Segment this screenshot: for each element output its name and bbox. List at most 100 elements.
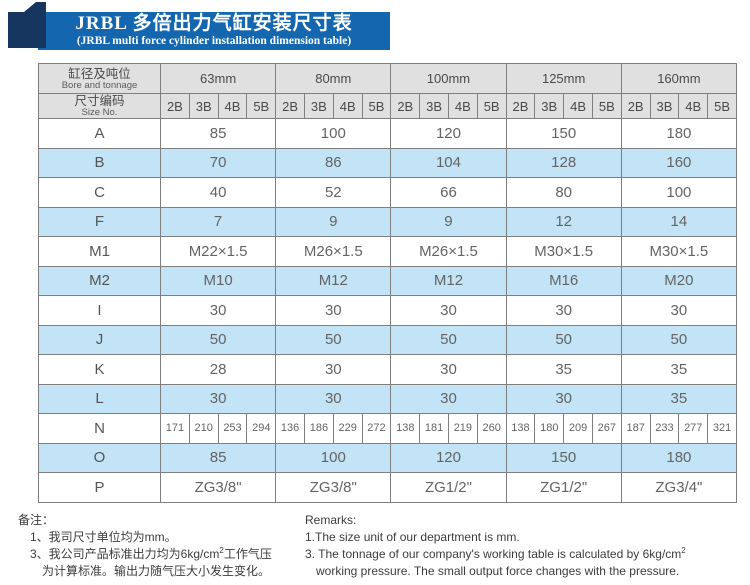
cell-O: 85: [159, 442, 277, 473]
group-header-125mm: 125mm: [505, 63, 622, 94]
row-label-K: K: [38, 354, 161, 385]
cell-M2: M12: [275, 265, 392, 296]
cell-N: 260: [476, 413, 507, 444]
cell-I: 30: [620, 295, 738, 326]
cell-I: 30: [159, 295, 277, 326]
cell-B: 104: [390, 147, 507, 178]
sub-header-3B: 3B: [419, 93, 449, 119]
table-row-B: B 70 86 104 128 160: [38, 147, 738, 178]
sub-header-4B: 4B: [332, 93, 363, 119]
superscript-2: 2: [681, 546, 686, 555]
remarks-en-note1: 1.The size unit of our department is mm.: [305, 530, 520, 544]
cell-C: 100: [620, 177, 738, 208]
row-label-O: O: [38, 442, 161, 473]
row-label-C: C: [38, 177, 161, 208]
row-label-J: J: [38, 324, 161, 355]
cell-M1: M26×1.5: [275, 236, 392, 267]
cell-M2: M20: [620, 265, 738, 296]
sub-header-4B: 4B: [678, 93, 709, 119]
cell-L: 30: [390, 383, 507, 414]
cell-O: 100: [275, 442, 392, 473]
cell-N: 138: [505, 413, 536, 444]
remarks-zh-note1: 1、我司尺寸单位均为mm。: [30, 530, 177, 544]
sub-header-2B: 2B: [505, 93, 536, 119]
cell-M1: M30×1.5: [620, 236, 738, 267]
cell-M1: M26×1.5: [390, 236, 507, 267]
cell-N: 294: [246, 413, 277, 444]
table-row-A: A 85 100 120 150 180: [38, 118, 738, 149]
table-row-O: O 85 100 120 150 180: [38, 442, 738, 473]
sub-header-2B: 2B: [620, 93, 651, 119]
cell-C: 52: [275, 177, 392, 208]
sub-header-5B: 5B: [476, 93, 507, 119]
cell-F: 9: [275, 206, 392, 237]
cell-P: ZG3/4": [620, 472, 738, 503]
row-label-F: F: [38, 206, 161, 237]
table-row-J: J 50 50 50 50 50: [38, 324, 738, 355]
corner-bore-and-tonnage: 缸径及吨位 Bore and tonnage: [38, 63, 161, 94]
page-title-banner: JRBL 多倍出力气缸安装尺寸表 (JRBL multi force cylin…: [38, 12, 390, 50]
table-row-M2: M2 M10 M12 M12 M16 M20: [38, 265, 738, 296]
row-label-B: B: [38, 147, 161, 178]
sub-header-3B: 3B: [303, 93, 334, 119]
row-label-A: A: [38, 118, 161, 149]
cell-F: 14: [620, 206, 738, 237]
corner-zh-label: 尺寸编码: [74, 94, 125, 109]
remarks-en-note2-cont: working pressure. The small output force…: [316, 564, 680, 578]
row-label-I: I: [38, 295, 161, 326]
cell-N: 233: [649, 413, 680, 444]
table-body: A 85 100 120 150 180 B 70 86 104 128 160 C 40 52 66 80 10…: [38, 118, 738, 503]
cell-C: 80: [505, 177, 622, 208]
cell-B: 86: [275, 147, 392, 178]
cell-A: 180: [620, 118, 738, 149]
cell-M1: M30×1.5: [505, 236, 622, 267]
banner-accent-shape: [8, 2, 46, 48]
cell-P: ZG1/2": [390, 472, 507, 503]
cell-M1: M22×1.5: [159, 236, 277, 267]
row-label-L: L: [38, 383, 161, 414]
cell-A: 150: [505, 118, 622, 149]
cell-K: 28: [159, 354, 277, 385]
corner-en-label: Bore and tonnage: [61, 79, 138, 91]
sub-header-5B: 5B: [361, 93, 392, 119]
sub-header-2B: 2B: [275, 93, 305, 119]
cell-B: 128: [505, 147, 622, 178]
table-row-C: C 40 52 66 80 100: [38, 177, 738, 208]
cell-N: 321: [707, 413, 737, 444]
cell-M2: M16: [505, 265, 622, 296]
remarks-en-heading: Remarks:: [305, 513, 357, 527]
cell-N: 272: [361, 413, 392, 444]
remarks-zh-note2-cont: 为计算标准。输出力随气压大小发生变化。: [42, 564, 271, 578]
sub-header-3B: 3B: [534, 93, 565, 119]
table-row-N: N 171 210 253 294 136 186 229 272 138 181 219 260 138…: [38, 413, 737, 444]
remarks-english: Remarks: 1.The size unit of our departme…: [305, 512, 745, 580]
sub-header-5B: 5B: [591, 93, 622, 119]
header-row-size-no: 尺寸编码 Size No. 2B 3B 4B 5B 2B 3B 4B 5B 2B 3B 4B 5B 2B 3B…: [38, 93, 737, 119]
cell-L: 30: [505, 383, 622, 414]
cell-C: 40: [159, 177, 277, 208]
sub-header-5B: 5B: [246, 93, 277, 119]
cell-P: ZG3/8": [159, 472, 277, 503]
cell-N: 138: [390, 413, 421, 444]
table-row-L: L 30 30 30 30 35: [38, 383, 738, 414]
cell-P: ZG3/8": [275, 472, 392, 503]
cell-B: 160: [620, 147, 738, 178]
corner-zh-label: 缸径及吨位: [68, 66, 131, 81]
row-label-M2: M2: [38, 265, 161, 296]
sub-header-4B: 4B: [563, 93, 593, 119]
cell-L: 35: [620, 383, 738, 414]
table-row-I: I 30 30 30 30 30: [38, 295, 738, 326]
table-head: 缸径及吨位 Bore and tonnage 63mm 80mm 100mm 125mm 1…: [38, 63, 738, 119]
cell-O: 120: [390, 442, 507, 473]
cell-N: 229: [332, 413, 363, 444]
row-label-P: P: [38, 472, 161, 503]
cell-B: 70: [159, 147, 277, 178]
cell-N: 180: [534, 413, 565, 444]
remarks-chinese: 备注： 1、我司尺寸单位均为mm。 3、我公司产品标准出力均为6kg/cm2工作…: [18, 512, 303, 580]
cell-J: 50: [275, 324, 392, 355]
table-row-K: K 28 30 30 35 35: [38, 354, 738, 385]
cell-A: 85: [159, 118, 277, 149]
sub-header-2B: 2B: [390, 93, 421, 119]
corner-size-no: 尺寸编码 Size No.: [38, 93, 161, 119]
group-header-80mm: 80mm: [275, 63, 392, 94]
